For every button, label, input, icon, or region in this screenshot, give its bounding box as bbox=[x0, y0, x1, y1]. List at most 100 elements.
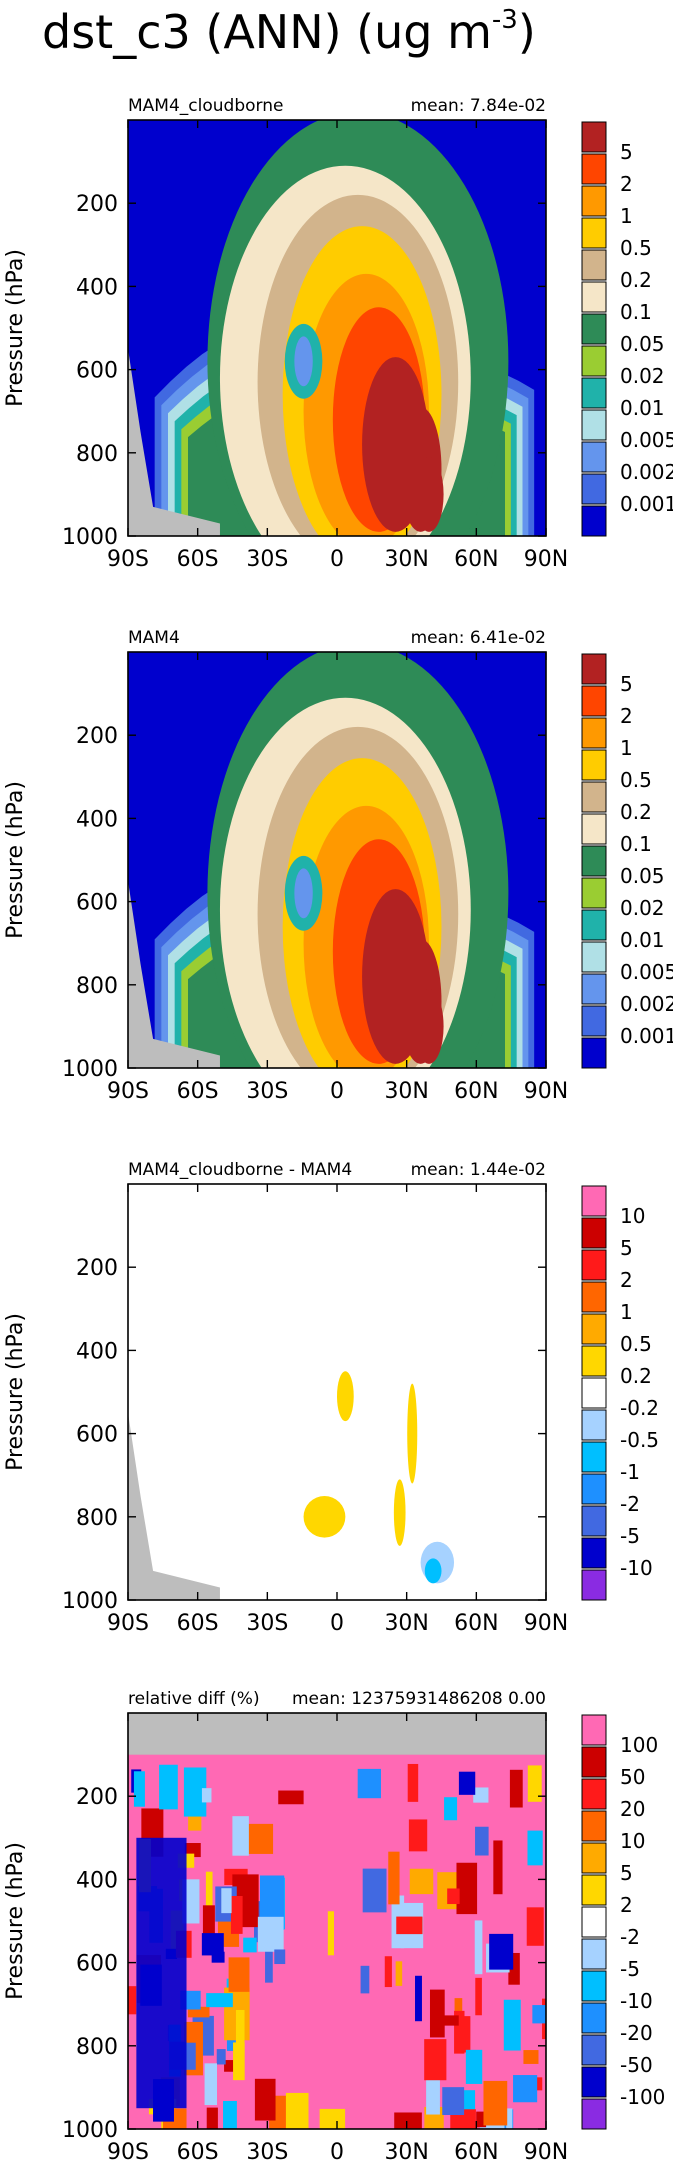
panel-mean: mean: 12375931486208 0.00 bbox=[292, 1689, 546, 1709]
diff-positive-region bbox=[407, 1383, 418, 1484]
panel-mean: mean: 6.41e-02 bbox=[411, 628, 546, 648]
colorbar-box bbox=[581, 909, 607, 941]
y-tick-label: 800 bbox=[76, 974, 118, 999]
x-tick-label: 90S bbox=[107, 547, 149, 572]
diff-cell bbox=[201, 1788, 212, 1803]
colorbar-label: 0.2 bbox=[620, 800, 652, 824]
panel-label: MAM4_cloudborne - MAM4 bbox=[128, 1160, 352, 1180]
colorbar-label: -2 bbox=[620, 1925, 640, 1949]
x-tick-label: 90N bbox=[524, 1611, 568, 1636]
colorbar-box bbox=[581, 1746, 607, 1778]
diff-cell bbox=[274, 1949, 286, 1965]
y-tick-label: 400 bbox=[76, 1868, 118, 1893]
diff-cell bbox=[205, 1871, 213, 1909]
colorbar-box bbox=[581, 1906, 607, 1938]
diff-cell bbox=[327, 1911, 335, 1956]
diff-cell bbox=[211, 1951, 225, 1963]
diff-cell bbox=[159, 1764, 178, 1810]
diff-cell bbox=[429, 1989, 445, 2038]
colorbar-box bbox=[581, 1441, 607, 1473]
colorbar-box bbox=[581, 1938, 607, 1970]
colorbar-label: 50 bbox=[620, 1765, 645, 1789]
x-tick-label: 90S bbox=[107, 2140, 149, 2165]
figure-title: dst_c3 (ANN) (ug m-3) bbox=[42, 5, 536, 59]
colorbar-label: 0.01 bbox=[620, 928, 665, 952]
diff-cell-large bbox=[136, 1837, 187, 2109]
field bbox=[128, 120, 546, 536]
diff-cell bbox=[278, 1790, 304, 1805]
colorbar-box bbox=[581, 1409, 607, 1441]
colorbar-label: 1 bbox=[620, 204, 633, 228]
pocket-core bbox=[294, 336, 313, 387]
diff-cell bbox=[483, 2080, 508, 2126]
colorbar-label: 5 bbox=[620, 1861, 633, 1885]
colorbar-box bbox=[581, 2034, 607, 2066]
colorbar-box bbox=[581, 1874, 607, 1906]
missing-data-top bbox=[128, 1713, 546, 1755]
diff-cell bbox=[230, 1896, 243, 1934]
diff-cell bbox=[184, 1843, 201, 1858]
y-axis-label: Pressure (hPa) bbox=[3, 781, 28, 939]
diff-cell bbox=[319, 2108, 346, 2129]
diff-cell bbox=[228, 1957, 250, 1992]
colorbar-label: 0.1 bbox=[620, 300, 652, 324]
colorbar-box bbox=[581, 1505, 607, 1537]
diff-cell bbox=[409, 1868, 434, 1895]
diff-cell bbox=[235, 2009, 245, 2054]
diff-cell bbox=[476, 2111, 487, 2128]
colorbar-box bbox=[581, 281, 607, 313]
diff-cell bbox=[223, 2100, 237, 2129]
diff-cell bbox=[475, 1826, 489, 1856]
colorbar-label: 0.002 bbox=[620, 460, 673, 484]
panel-3: MAM4_cloudborne - MAM4 mean: 1.44e-02 90S 6… bbox=[3, 1160, 659, 1636]
colorbar-box bbox=[581, 2098, 607, 2130]
colorbar-label: -2 bbox=[620, 1492, 640, 1516]
diff-cell bbox=[426, 2074, 440, 2115]
colorbar-box bbox=[581, 313, 607, 345]
y-tick-label: 200 bbox=[76, 724, 118, 749]
colorbar-box bbox=[581, 1185, 607, 1217]
y-axis-label: Pressure (hPa) bbox=[3, 249, 28, 407]
diff-cell bbox=[362, 1868, 387, 1913]
diff-cell bbox=[254, 2078, 276, 2121]
colorbar-box bbox=[581, 505, 607, 537]
colorbar-label: 0.5 bbox=[620, 236, 652, 260]
diff-cell bbox=[216, 2049, 226, 2065]
diff-cell bbox=[206, 1993, 233, 2008]
colorbar-box bbox=[581, 2066, 607, 2098]
x-tick-label: 30N bbox=[384, 2140, 428, 2165]
diff-cell bbox=[204, 2063, 217, 2106]
colorbar-label: 0.001 bbox=[620, 492, 673, 516]
diff-cell bbox=[360, 1965, 370, 1994]
diff-cell bbox=[182, 1879, 200, 1924]
colorbar-box bbox=[581, 973, 607, 1005]
colorbar-box bbox=[581, 1281, 607, 1313]
y-tick-label: 800 bbox=[76, 442, 118, 467]
diff-positive-region bbox=[303, 1496, 346, 1538]
diff-cell bbox=[509, 1769, 523, 1808]
diff-cell bbox=[474, 1920, 483, 1975]
diff-cell bbox=[265, 1945, 273, 1983]
colorbar-box bbox=[581, 877, 607, 909]
diff-cell bbox=[202, 1905, 215, 1942]
colorbar-label: -20 bbox=[620, 2021, 653, 2045]
colorbar-label: 2 bbox=[620, 1268, 633, 1292]
colorbar-label: 0.02 bbox=[620, 896, 665, 920]
diff-cell bbox=[224, 2060, 234, 2072]
colorbar-label: 0.001 bbox=[620, 1024, 673, 1048]
diff-cell bbox=[527, 1765, 542, 1802]
colorbar-label: 0.5 bbox=[620, 768, 652, 792]
colorbar-box bbox=[581, 1217, 607, 1249]
colorbar-box bbox=[581, 1970, 607, 2002]
diff-cell bbox=[221, 1888, 232, 1914]
panel-2: MAM4 mean: 6.41e-02 90S 60S 30S 0 30N 60N 90N 200… bbox=[3, 628, 673, 1104]
y-axis-label: Pressure (hPa) bbox=[3, 1842, 28, 2000]
colorbar-box bbox=[581, 813, 607, 845]
colorbar-label: -10 bbox=[620, 1556, 653, 1580]
x-tick-label: 60S bbox=[177, 1611, 219, 1636]
colorbar-box bbox=[581, 473, 607, 505]
x-tick-label: 30S bbox=[246, 2140, 288, 2165]
colorbar-label: 5 bbox=[620, 672, 633, 696]
diff-cell bbox=[186, 2031, 201, 2043]
panels: MAM4_cloudborne mean: 7.84e-02 90S 60S 30S 0 3… bbox=[3, 96, 673, 2165]
